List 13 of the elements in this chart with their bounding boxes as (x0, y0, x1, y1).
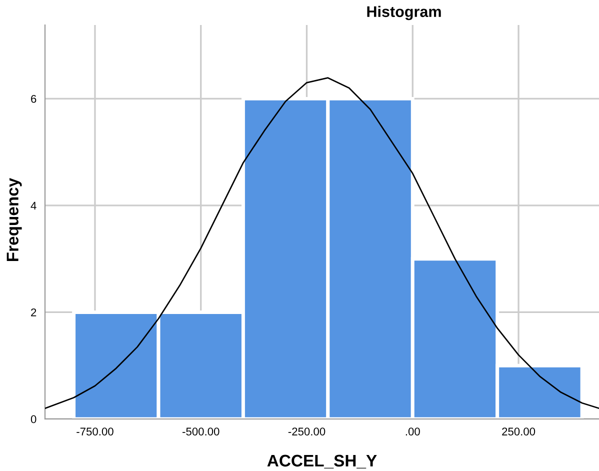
x-tick-label: -750.00 (76, 428, 114, 436)
x-tick-label: -250.00 (288, 428, 326, 436)
y-tick-label: 0 (30, 415, 36, 424)
y-axis-title: Frequency (6, 178, 22, 262)
chart-title: Histogram (367, 6, 441, 20)
y-tick-label: 2 (31, 308, 36, 316)
line-series (45, 77, 599, 410)
x-axis-title: ACCEL_SH_Y (267, 454, 377, 468)
y-tick-label: 6 (31, 94, 36, 103)
y-tick-label: 4 (30, 202, 36, 210)
x-tick-label: .00 (406, 428, 420, 436)
x-tick-label: -500.00 (182, 428, 220, 436)
x-tick-label: 250.00 (502, 428, 536, 436)
